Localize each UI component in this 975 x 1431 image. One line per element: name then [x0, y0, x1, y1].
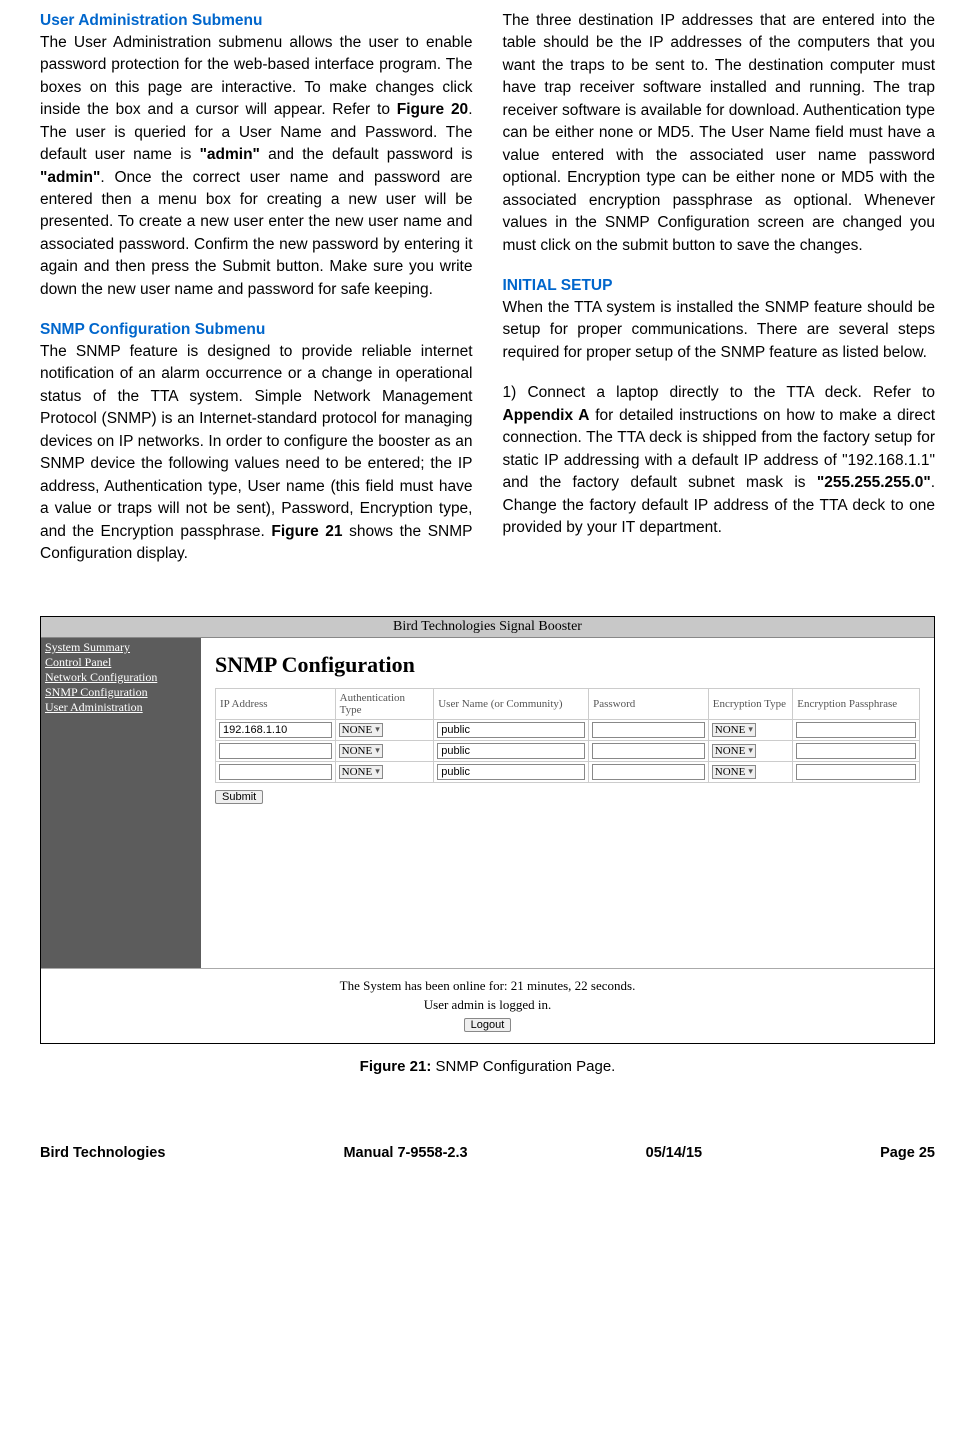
text: The SNMP feature is designed to provide … [40, 343, 473, 540]
chevron-down-icon: ▾ [375, 766, 380, 777]
uptime-text: The System has been online for: 21 minut… [41, 978, 934, 994]
figure-caption: Figure 21: SNMP Configuration Page. [40, 1058, 935, 1075]
text: 1) Connect a laptop directly to the TTA … [503, 384, 936, 401]
ip-input[interactable] [219, 764, 332, 780]
footer-company: Bird Technologies [40, 1145, 165, 1161]
chevron-down-icon: ▾ [375, 745, 380, 756]
chevron-down-icon: ▾ [748, 745, 753, 756]
table-row: NONE▾ NONE▾ [216, 719, 920, 740]
window-titlebar: Bird Technologies Signal Booster [41, 617, 934, 638]
username-input[interactable] [437, 722, 585, 738]
logout-button[interactable]: Logout [464, 1018, 512, 1032]
document-page: User Administration Submenu The User Adm… [0, 0, 975, 1176]
sidebar-item-snmp-config[interactable]: SNMP Configuration [41, 685, 201, 700]
text: . Once the correct user name and passwor… [40, 169, 473, 298]
enc-type-select[interactable]: NONE▾ [712, 765, 756, 779]
step-1: 1) Connect a laptop directly to the TTA … [503, 382, 936, 539]
figure20-ref: Figure 20 [397, 101, 468, 118]
chevron-down-icon: ▾ [748, 724, 753, 735]
col-password: Password [593, 698, 635, 710]
ip-input[interactable] [219, 743, 332, 759]
sidebar-item-system-summary[interactable]: System Summary [41, 640, 201, 655]
footer-manual: Manual 7-9558-2.3 [343, 1145, 467, 1161]
admin-pass: "admin" [40, 169, 100, 186]
caption-bold: Figure 21: [360, 1058, 432, 1075]
logged-in-text: User admin is logged in. [41, 997, 934, 1013]
main-content-area: SNMP Configuration IP Address Authentica… [201, 638, 934, 968]
auth-type-select[interactable]: NONE▾ [339, 723, 383, 737]
col-username: User Name (or Community) [438, 698, 562, 710]
username-input[interactable] [437, 764, 585, 780]
admin-user: "admin" [200, 146, 260, 163]
snmp-screenshot: Bird Technologies Signal Booster System … [40, 616, 935, 1044]
enc-pass-input[interactable] [796, 722, 916, 738]
snmp-config-paragraph: The SNMP feature is designed to provide … [40, 341, 473, 566]
nav-sidebar: System Summary Control Panel Network Con… [41, 638, 201, 968]
destination-ip-paragraph: The three destination IP addresses that … [503, 10, 936, 257]
footer-page: Page 25 [880, 1145, 935, 1161]
snmp-config-heading: SNMP Configuration Submenu [40, 319, 473, 341]
table-row: NONE▾ NONE▾ [216, 761, 920, 782]
appendix-a-ref: Appendix A [503, 407, 590, 424]
submit-row: Submit [215, 783, 920, 805]
ip-input[interactable] [219, 722, 332, 738]
figure-21: Bird Technologies Signal Booster System … [40, 616, 935, 1075]
snmp-page-title: SNMP Configuration [215, 652, 920, 678]
enc-type-select[interactable]: NONE▾ [712, 723, 756, 737]
submit-button[interactable]: Submit [215, 790, 263, 804]
enc-pass-input[interactable] [796, 743, 916, 759]
chevron-down-icon: ▾ [375, 724, 380, 735]
text: and the default password is [260, 146, 473, 163]
screenshot-body: System Summary Control Panel Network Con… [41, 638, 934, 968]
password-input[interactable] [592, 743, 705, 759]
footer-date: 05/14/15 [646, 1145, 702, 1161]
col-ip: IP Address [220, 698, 268, 710]
screenshot-footer: The System has been online for: 21 minut… [41, 968, 934, 1043]
initial-setup-paragraph: When the TTA system is installed the SNM… [503, 297, 936, 364]
figure21-ref: Figure 21 [271, 523, 342, 540]
page-footer: Bird Technologies Manual 7-9558-2.3 05/1… [40, 1145, 935, 1161]
table-header-row: IP Address Authentication Type User Name… [216, 688, 920, 719]
enc-pass-input[interactable] [796, 764, 916, 780]
text-columns: User Administration Submenu The User Adm… [40, 10, 935, 566]
right-column: The three destination IP addresses that … [503, 10, 936, 566]
chevron-down-icon: ▾ [748, 766, 753, 777]
sidebar-item-user-admin[interactable]: User Administration [41, 700, 201, 715]
caption-text: SNMP Configuration Page. [431, 1058, 615, 1075]
password-input[interactable] [592, 764, 705, 780]
username-input[interactable] [437, 743, 585, 759]
enc-type-select[interactable]: NONE▾ [712, 744, 756, 758]
col-enc-type: Encryption Type [713, 698, 786, 710]
col-enc-pass: Encryption Passphrase [797, 698, 897, 710]
sidebar-item-control-panel[interactable]: Control Panel [41, 655, 201, 670]
sidebar-item-network-config[interactable]: Network Configuration [41, 670, 201, 685]
password-input[interactable] [592, 722, 705, 738]
auth-type-select[interactable]: NONE▾ [339, 765, 383, 779]
auth-type-select[interactable]: NONE▾ [339, 744, 383, 758]
subnet-mask: "255.255.255.0" [817, 474, 931, 491]
left-column: User Administration Submenu The User Adm… [40, 10, 473, 566]
user-admin-heading: User Administration Submenu [40, 10, 473, 32]
initial-setup-heading: INITIAL SETUP [503, 275, 936, 297]
user-admin-paragraph: The User Administration submenu allows t… [40, 32, 473, 302]
snmp-config-table: IP Address Authentication Type User Name… [215, 688, 920, 783]
table-row: NONE▾ NONE▾ [216, 740, 920, 761]
col-auth-type: Authentication Type [340, 692, 405, 716]
